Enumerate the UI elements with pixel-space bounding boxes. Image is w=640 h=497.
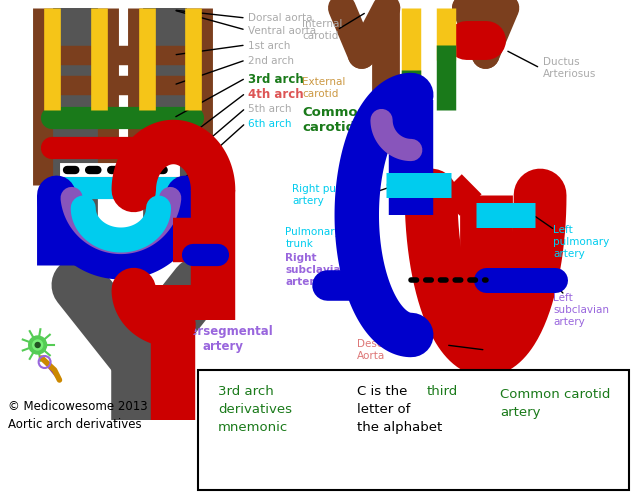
Text: External
carotid: External carotid (302, 77, 346, 99)
Text: 6th arch: 6th arch (248, 119, 291, 129)
Circle shape (29, 336, 47, 354)
Text: letter of: letter of (356, 403, 410, 416)
Text: 3rd arch
derivatives
mnemonic: 3rd arch derivatives mnemonic (218, 385, 292, 434)
Text: Ductus
Arteriosus: Ductus Arteriosus (543, 57, 596, 79)
Text: Right pulmonary
artery: Right pulmonary artery (292, 184, 380, 206)
Bar (198, 370, 629, 490)
Text: Dorsal aorta: Dorsal aorta (248, 13, 312, 23)
Text: third: third (426, 385, 458, 398)
Text: Common carotid
artery: Common carotid artery (500, 388, 611, 419)
Text: 4th arch: 4th arch (248, 87, 303, 100)
Text: © Medicowesome 2013
Aortic arch derivatives: © Medicowesome 2013 Aortic arch derivati… (8, 400, 148, 431)
Text: Common
carotid: Common carotid (302, 106, 367, 134)
Text: Descending
Aorta: Descending Aorta (356, 339, 419, 361)
Text: 3rd arch: 3rd arch (248, 73, 303, 85)
Circle shape (35, 342, 40, 347)
Text: 1st arch: 1st arch (248, 41, 290, 51)
Text: Internal
carotid: Internal carotid (302, 19, 342, 41)
Text: 2nd arch: 2nd arch (248, 56, 294, 66)
Text: Ventral aorta: Ventral aorta (248, 26, 316, 36)
Text: Right
subclavian
artery: Right subclavian artery (285, 253, 348, 287)
Circle shape (33, 340, 43, 350)
Text: Left
subclavian
artery: Left subclavian artery (553, 293, 609, 327)
Text: the alphabet: the alphabet (356, 421, 442, 434)
Text: C is the: C is the (356, 385, 412, 398)
Text: 7th
Intersegmental
artery: 7th Intersegmental artery (172, 310, 274, 353)
Text: Pulmonary
trunk: Pulmonary trunk (285, 227, 341, 249)
Text: 5th arch: 5th arch (248, 104, 291, 114)
Text: Left
pulmonary
artery: Left pulmonary artery (553, 226, 609, 258)
